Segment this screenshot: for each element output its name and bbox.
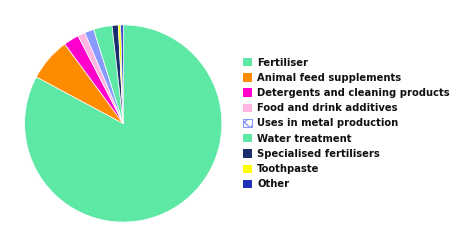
Wedge shape (78, 33, 123, 124)
Wedge shape (85, 29, 123, 124)
Wedge shape (94, 25, 123, 124)
Wedge shape (36, 44, 123, 124)
Wedge shape (118, 25, 123, 124)
Wedge shape (121, 25, 123, 124)
Wedge shape (25, 25, 222, 222)
Legend: Fertiliser, Animal feed supplements, Detergents and cleaning products, Food and : Fertiliser, Animal feed supplements, Det… (242, 57, 451, 190)
Wedge shape (112, 25, 123, 124)
Wedge shape (65, 36, 123, 124)
